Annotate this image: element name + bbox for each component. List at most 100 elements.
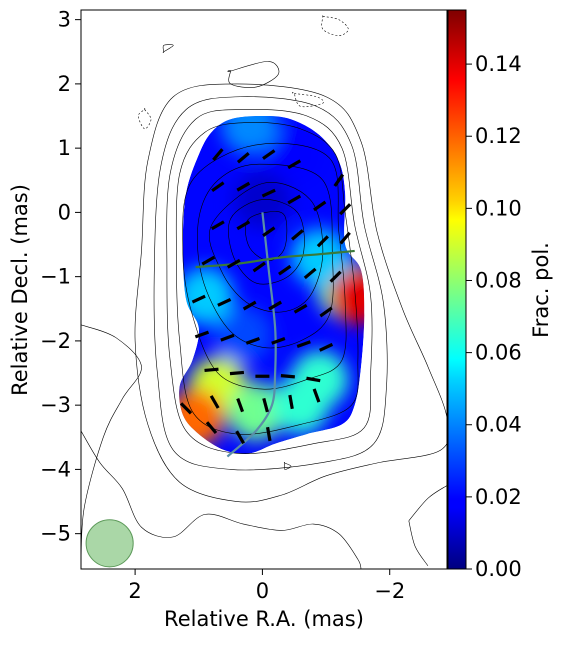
colorbar-tick-label: 0.12 [475, 124, 522, 148]
evpa-tick [212, 148, 224, 161]
evpa-tick [262, 149, 276, 160]
x-axis: 2 0 −2 [128, 569, 405, 603]
contour-line [208, 182, 324, 313]
evpa-tick [229, 370, 245, 376]
evpa-tick [211, 181, 225, 193]
evpa-tick [191, 294, 206, 304]
evpa-tick [262, 397, 269, 413]
evpa-tick [236, 152, 250, 164]
heatmap-blob [291, 228, 349, 287]
evpa-tick [306, 376, 321, 383]
evpa-vectors [179, 148, 352, 445]
evpa-tick [194, 330, 210, 339]
heatmap-blob [265, 125, 323, 184]
evpa-tick [236, 181, 251, 192]
plot-area [80, 9, 448, 570]
colorbar-gradient [447, 9, 467, 570]
y-tick-label: 1 [58, 136, 71, 160]
evpa-tick [217, 297, 232, 307]
evpa-tick [209, 395, 220, 409]
evpa-tick [252, 261, 266, 273]
evpa-tick [329, 270, 342, 283]
evpa-tick [287, 159, 302, 170]
colorbar-tick-label: 0.08 [475, 268, 522, 292]
evpa-tick [339, 203, 352, 216]
negative-contour-line [321, 15, 349, 37]
evpa-tick [271, 337, 286, 345]
evpa-tick [262, 226, 276, 237]
evpa-tick [201, 255, 216, 266]
contour-line [408, 485, 447, 522]
beam-ellipse [85, 519, 134, 568]
evpa-tick [312, 388, 321, 403]
colorbar-tick-label: 0.14 [475, 52, 522, 76]
evpa-tick [303, 267, 317, 280]
ridge-line [195, 249, 355, 269]
evpa-tick [319, 342, 334, 352]
colorbar-label: Frac. pol. [529, 242, 553, 338]
y-tick-label: 2 [58, 72, 71, 96]
evpa-tick [210, 220, 225, 231]
evpa-tick [268, 300, 283, 311]
colorbar-ticks: 0.00 0.02 0.04 0.06 0.08 0.10 0.12 0.14 [466, 52, 522, 581]
contour-line [228, 199, 305, 285]
negative-contour-line [292, 92, 324, 108]
contour-line [81, 324, 142, 566]
contour-line [134, 83, 447, 503]
y-tick-label: −5 [40, 522, 71, 546]
evpa-tick [291, 229, 304, 241]
colorbar-tick-label: 0.10 [475, 196, 522, 220]
contour-line [197, 163, 334, 349]
evpa-tick [242, 300, 257, 311]
evpa-tick [333, 173, 345, 187]
y-tick-label: −4 [40, 457, 71, 481]
beam-circle [85, 519, 134, 568]
contour-line [166, 109, 373, 455]
colorbar-tick-label: 0.00 [475, 557, 522, 581]
evpa-tick [280, 374, 295, 379]
evpa-tick [287, 194, 302, 205]
contour-line [182, 143, 347, 390]
x-tick-label: 0 [256, 579, 269, 603]
contour-line [153, 96, 388, 471]
evpa-tick [288, 394, 294, 410]
contour-line [162, 44, 174, 53]
contour-line [227, 61, 280, 88]
evpa-tick [296, 340, 311, 349]
y-tick-label: 0 [58, 200, 71, 224]
x-tick-label: 2 [128, 579, 141, 603]
evpa-tick [265, 426, 272, 442]
colorbar: 0.00 0.02 0.04 0.06 0.08 0.10 0.12 0.14 Frac. p… [447, 9, 553, 581]
evpa-tick [236, 220, 251, 231]
evpa-tick [205, 421, 218, 435]
x-axis-label: Relative R.A. (mas) [164, 607, 364, 631]
evpa-tick [220, 333, 235, 342]
y-tick-label: −2 [40, 329, 71, 353]
y-axis: 3 2 1 0 −1 −2 −3 −4 −5 [40, 8, 81, 546]
contour-line [81, 430, 362, 569]
evpa-tick [293, 303, 308, 314]
evpa-tick [278, 264, 292, 276]
y-tick-label: −3 [40, 393, 71, 417]
evpa-tick [226, 258, 241, 269]
y-tick-label: −1 [40, 265, 71, 289]
y-tick-label: 3 [58, 8, 71, 32]
evpa-tick [316, 235, 329, 248]
y-axis-label: Relative Decl. (mas) [8, 184, 32, 396]
evpa-tick [313, 200, 327, 212]
x-tick-label: −2 [374, 579, 405, 603]
contour-line [283, 462, 292, 470]
heatmap-blob [221, 116, 279, 155]
evpa-tick [245, 337, 260, 345]
colorbar-tick-label: 0.04 [475, 413, 522, 437]
evpa-tick [339, 231, 351, 245]
ridge-line [226, 212, 277, 458]
heatmap-blob [227, 382, 285, 441]
heatmap-blob [329, 267, 365, 325]
jet-ridge-lines [195, 212, 355, 458]
plot-frame [80, 9, 448, 570]
contour-line [408, 520, 429, 566]
evpa-tick [204, 367, 219, 373]
evpa-tick [319, 306, 333, 318]
